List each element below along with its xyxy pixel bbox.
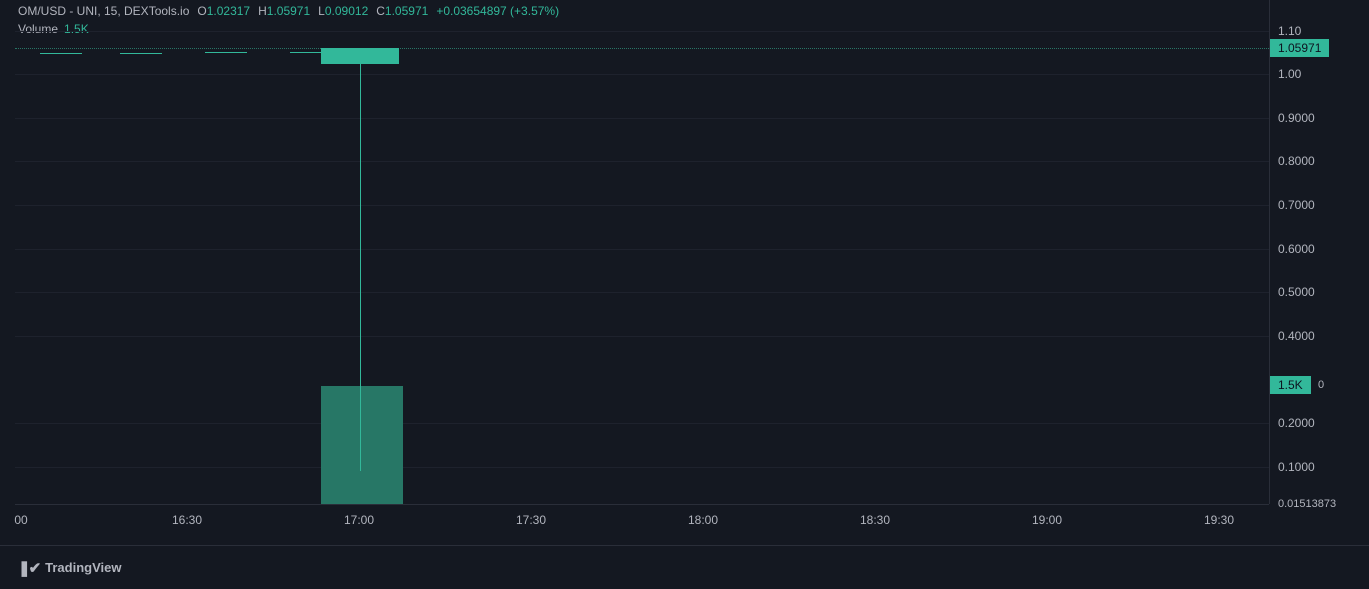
- candle-flat: [40, 53, 82, 54]
- last-price-line: [15, 48, 1269, 49]
- grid-line: [15, 161, 1269, 162]
- tradingview-text: TradingView: [45, 560, 121, 575]
- x-tick-label: 00: [14, 513, 27, 527]
- x-tick-label: 19:00: [1032, 513, 1062, 527]
- y-axis[interactable]: 1.10 1.00 0.9000 0.8000 0.7000 0.6000 0.5000 0.…: [1269, 0, 1369, 504]
- grid-line: [15, 31, 1269, 32]
- candle-wick: [360, 48, 361, 471]
- x-tick-label: 17:30: [516, 513, 546, 527]
- y-tick-label: 0.2000: [1278, 416, 1315, 430]
- y-tick-label: 1.00: [1278, 67, 1301, 81]
- last-price-marker: 1.05971: [1270, 39, 1329, 57]
- footer: ❚✔ TradingView: [0, 545, 1369, 589]
- candle-flat: [120, 53, 162, 54]
- chart-container: OM/USD - UNI, 15, DEXTools.io O1.02317 H…: [0, 0, 1369, 589]
- y-tick-label: 0.5000: [1278, 285, 1315, 299]
- tradingview-icon: ❚✔: [18, 559, 39, 577]
- grid-line: [15, 467, 1269, 468]
- chart-plot-area[interactable]: [15, 0, 1269, 504]
- y-tick-label: 0.9000: [1278, 111, 1315, 125]
- y-tick-label: 0.8000: [1278, 154, 1315, 168]
- volume-marker: 1.5K: [1270, 376, 1311, 394]
- tradingview-logo[interactable]: ❚✔ TradingView: [18, 559, 121, 577]
- y-tick-label: 0.6000: [1278, 242, 1315, 256]
- x-axis[interactable]: 00 16:30 17:00 17:30 18:00 18:30 19:00 19:30: [15, 504, 1269, 544]
- y-tick-label: 0.4000: [1278, 329, 1315, 343]
- x-tick-label: 16:30: [172, 513, 202, 527]
- y-tick-label: 0: [1318, 379, 1324, 391]
- y-tick-label: 0.7000: [1278, 198, 1315, 212]
- y-tick-label: 1.10: [1278, 24, 1301, 38]
- grid-line: [15, 336, 1269, 337]
- y-tick-label: 0.01513873: [1278, 498, 1336, 510]
- volume-bar: [321, 386, 403, 504]
- grid-line: [15, 249, 1269, 250]
- grid-line: [15, 74, 1269, 75]
- x-tick-label: 19:30: [1204, 513, 1234, 527]
- y-tick-label: 0.1000: [1278, 460, 1315, 474]
- grid-line: [15, 292, 1269, 293]
- grid-line: [15, 118, 1269, 119]
- x-tick-label: 17:00: [344, 513, 374, 527]
- grid-line: [15, 205, 1269, 206]
- grid-line: [15, 423, 1269, 424]
- candle-flat: [205, 52, 247, 53]
- x-tick-label: 18:00: [688, 513, 718, 527]
- candle-body: [321, 48, 399, 64]
- x-tick-label: 18:30: [860, 513, 890, 527]
